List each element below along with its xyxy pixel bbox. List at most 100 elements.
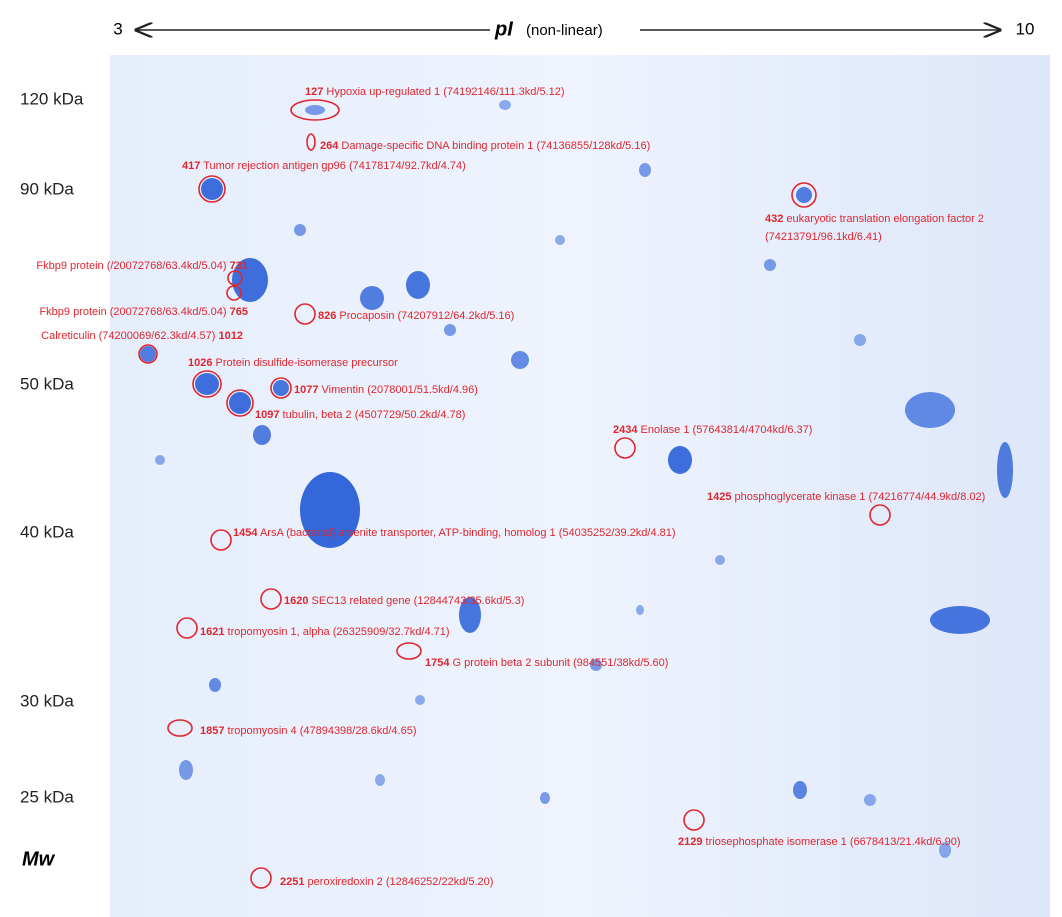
pi-high: 10 [1016,19,1035,38]
spot-id: 432 [765,213,783,225]
spot-label: 1857 tropomyosin 4 (47894398/28.6kd/4.65… [200,725,417,737]
spot-label: 2129 triosephosphate isomerase 1 (667841… [678,836,961,848]
spot-id: 417 [182,160,200,172]
spot-id: 826 [318,310,336,322]
spot-label: 417 Tumor rejection antigen gp96 (741781… [182,160,466,172]
gel-spot [864,794,876,806]
spot-label: 127 Hypoxia up-regulated 1 (74192146/111… [305,86,565,98]
spot-name: Vimentin (2078001/51.5kd/4.96) [322,384,478,396]
gel-spot [415,695,425,705]
gel-spot [375,774,385,786]
gel-spot [179,760,193,780]
spot-label: 432 eukaryotic translation elongation fa… [765,213,984,225]
spot-label: 2251 peroxiredoxin 2 (12846252/22kd/5.20… [280,876,493,888]
spot-id: 127 [305,86,323,98]
spot-label: 1454 ArsA (bacterial) arsenite transport… [233,527,676,539]
mw-tick-label: 40 kDa [20,522,74,541]
spot-label: 2434 Enolase 1 (57643814/4704kd/6.37) [613,424,812,436]
gel-spot [668,446,692,474]
gel-spot [229,392,251,414]
spot-name: eukaryotic translation elongation factor… [786,213,984,225]
spot-label: 1097 tubulin, beta 2 (4507729/50.2kd/4.7… [255,409,465,421]
spot-id: 731 [230,260,248,272]
gel-background [110,55,1050,917]
gel-spot [764,259,776,271]
spot-name: SEC13 related gene (12844743/35.6kd/5.3) [312,595,525,607]
spot-id: 1754 [425,657,450,669]
spot-label: 1425 phosphoglycerate kinase 1 (74216774… [707,491,985,503]
spot-id: 2129 [678,836,702,848]
gel-spot [273,380,289,396]
gel-spot [715,555,725,565]
spot-id: 2251 [280,876,304,888]
spot-id: 1097 [255,409,279,421]
spot-id: 1857 [200,725,224,737]
spot-label: Fkbp9 protein (20072768/63.4kd/5.04) 765 [39,306,248,318]
spot-label: 826 Procaposin (74207912/64.2kd/5.16) [318,310,514,322]
spot-id: 1425 [707,491,731,503]
gel-spot [253,425,271,445]
gel-spot [294,224,306,236]
spot-label: Fkbp9 protein (/20072768/63.4kd/5.04) 73… [36,260,248,272]
spot-label: 1077 Vimentin (2078001/51.5kd/4.96) [294,384,478,396]
gel-spot [499,100,511,110]
gel-spot [140,346,156,362]
gel-spot [406,271,430,299]
spot-name: phosphoglycerate kinase 1 (74216774/44.9… [735,491,986,503]
spot-label: 264 Damage-specific DNA binding protein … [320,140,650,152]
mw-tick-label: 25 kDa [20,787,74,806]
spot-name: Fkbp9 protein (/20072768/63.4kd/5.04) [36,260,226,272]
spot-name: peroxiredoxin 2 (12846252/22kd/5.20) [308,876,494,888]
spot-label: 1620 SEC13 related gene (12844743/35.6kd… [284,595,524,607]
gel-spot [540,792,550,804]
spot-id: 1621 [200,626,224,638]
spot-label: 1621 tropomyosin 1, alpha (26325909/32.7… [200,626,450,638]
spot-id: 1012 [219,330,243,342]
mw-tick-label: 90 kDa [20,179,74,198]
gel-spot [209,678,221,692]
gel-spot [555,235,565,245]
gel-spot [195,373,219,395]
spot-id: 264 [320,140,339,152]
mw-tick-label: 50 kDa [20,374,74,393]
gel-figure: 3 10 pI (non-linear) Mw 127 Hypoxia up-r… [0,0,1062,917]
spot-id: 2434 [613,424,638,436]
spot-name: Fkbp9 protein (20072768/63.4kd/5.04) [39,306,226,318]
mw-tick-label: 30 kDa [20,691,74,710]
gel-spot [360,286,384,310]
gel-spot [305,105,325,115]
spot-detail: (74213791/96.1kd/6.41) [765,231,882,243]
spot-id: 1454 [233,527,258,539]
gel-spot [636,605,644,615]
gel-spot [793,781,807,799]
gel-spot [511,351,529,369]
spot-name: Damage-specific DNA binding protein 1 (7… [341,140,650,152]
gel-spot [997,442,1013,498]
spot-name: Calreticulin (74200069/62.3kd/4.57) [41,330,215,342]
spot-name: triosephosphate isomerase 1 (6678413/21.… [706,836,961,848]
spot-id: 1620 [284,595,308,607]
gel-spot [639,163,651,177]
gel-spot [201,178,223,200]
pi-low: 3 [113,19,122,38]
spot-id: 1077 [294,384,318,396]
spot-name: tubulin, beta 2 (4507729/50.2kd/4.78) [283,409,466,421]
spot-label: 1026 Protein disulfide-isomerase precurs… [188,357,398,369]
spot-name: Tumor rejection antigen gp96 (74178174/9… [203,160,466,172]
gel-spot [444,324,456,336]
spot-id: 1026 [188,357,212,369]
spot-name: Procaposin (74207912/64.2kd/5.16) [339,310,514,322]
gel-spot [854,334,866,346]
gel-spot [905,392,955,428]
spot-label: Calreticulin (74200069/62.3kd/4.57) 1012 [41,330,243,342]
spot-name: tropomyosin 4 (47894398/28.6kd/4.65) [228,725,417,737]
gel-spot [155,455,165,465]
pi-note: (non-linear) [526,22,603,39]
gel-spot [930,606,990,634]
spot-id: 765 [230,306,248,318]
spot-label: 1754 G protein beta 2 subunit (984551/38… [425,657,668,669]
spot-name: G protein beta 2 subunit (984551/38kd/5.… [453,657,669,669]
spot-name: Enolase 1 (57643814/4704kd/6.37) [641,424,813,436]
mw-tick-label: 120 kDa [20,89,84,108]
spot-name: ArsA (bacterial) arsenite transporter, A… [260,527,676,539]
